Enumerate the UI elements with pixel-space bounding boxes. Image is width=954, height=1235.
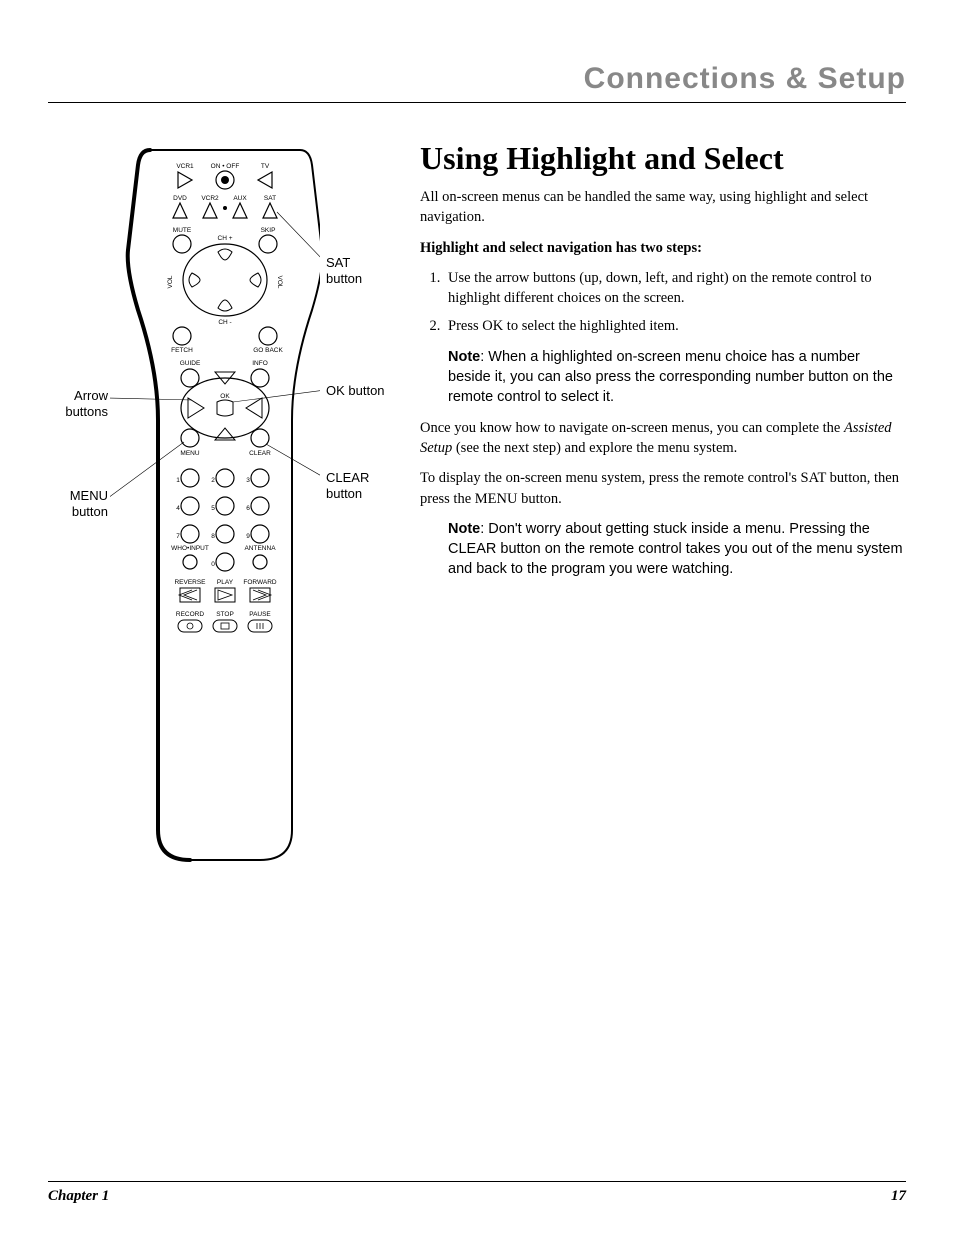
- page-header: Connections & Setup: [48, 62, 906, 103]
- paragraph-assisted: Once you know how to navigate on-screen …: [420, 418, 906, 459]
- remote-diagram-area: SAT button OK button CLEAR button Arrow …: [48, 140, 398, 900]
- remote-svg: VCR1 ON • OFF TV DVD VCR2 AUX SAT MUTE S…: [110, 140, 320, 880]
- svg-text:3: 3: [246, 477, 250, 484]
- svg-text:9: 9: [246, 533, 250, 540]
- callout-clear: CLEAR button: [326, 470, 386, 501]
- callout-menu: MENU button: [48, 488, 108, 519]
- callout-ok: OK button: [326, 383, 386, 399]
- label-info: INFO: [252, 360, 268, 367]
- label-vol-l: VOL: [167, 275, 174, 288]
- paragraph-display: To display the on-screen menu system, pr…: [420, 468, 906, 509]
- note-1-text: : When a highlighted on-screen menu choi…: [448, 349, 893, 406]
- para1a: Once you know how to navigate on-screen …: [420, 420, 844, 436]
- intro-paragraph: All on-screen menus can be handled the s…: [420, 187, 906, 228]
- label-fetch: FETCH: [171, 347, 193, 354]
- note-2-text: : Don't worry about getting stuck inside…: [448, 521, 903, 578]
- footer-chapter: Chapter 1: [48, 1188, 109, 1205]
- label-tv: TV: [261, 163, 270, 170]
- label-menu: MENU: [180, 450, 199, 457]
- step-2: Press OK to select the highlighted item.: [444, 316, 906, 336]
- label-antenna: ANTENNA: [244, 545, 276, 552]
- label-dvd: DVD: [173, 195, 187, 202]
- numpad: 1 2 3 4 5 6 7 8 9: [176, 469, 269, 543]
- label-mute: MUTE: [173, 227, 192, 234]
- label-aux: AUX: [233, 195, 247, 202]
- label-sat: SAT: [264, 195, 276, 202]
- label-vol-r: VOL: [276, 275, 283, 288]
- page-footer: Chapter 1 17: [48, 1181, 906, 1205]
- step-1: Use the arrow buttons (up, down, left, a…: [444, 268, 906, 309]
- callout-sat: SAT button: [326, 255, 386, 286]
- svg-text:6: 6: [246, 505, 250, 512]
- tv-icon: [258, 172, 272, 188]
- callout-clear-text: CLEAR button: [326, 470, 369, 501]
- svg-text:7: 7: [176, 533, 180, 540]
- steps-list: Use the arrow buttons (up, down, left, a…: [420, 268, 906, 337]
- label-whoinput: WHO•INPUT: [171, 545, 209, 552]
- para1b: (see the next step) and explore the menu…: [452, 440, 737, 456]
- svg-text:0: 0: [211, 561, 215, 568]
- label-vcr1: VCR1: [176, 163, 194, 170]
- svg-text:1: 1: [176, 477, 180, 484]
- label-stop: STOP: [216, 611, 234, 618]
- subheading: Highlight and select navigation has two …: [420, 238, 906, 258]
- callout-ok-text: OK button: [326, 383, 385, 398]
- article-heading: Using Highlight and Select: [420, 140, 906, 177]
- label-rev: REVERSE: [174, 579, 206, 586]
- label-pause: PAUSE: [249, 611, 271, 618]
- svg-text:5: 5: [211, 505, 215, 512]
- label-play: PLAY: [217, 579, 234, 586]
- label-vcr2: VCR2: [201, 195, 219, 202]
- note-1: Note: When a highlighted on-screen menu …: [448, 347, 906, 408]
- footer-page: 17: [891, 1188, 906, 1205]
- label-rec: RECORD: [176, 611, 204, 618]
- note-2: Note: Don't worry about getting stuck in…: [448, 519, 906, 580]
- label-ok: OK: [220, 393, 230, 400]
- label-clear: CLEAR: [249, 450, 271, 457]
- label-goback: GO BACK: [253, 347, 283, 354]
- svg-text:4: 4: [176, 505, 180, 512]
- label-guide: GUIDE: [180, 360, 201, 367]
- callout-arrow-text: Arrow buttons: [65, 388, 108, 419]
- svg-text:8: 8: [211, 533, 215, 540]
- callout-arrow: Arrow buttons: [48, 388, 108, 419]
- label-fwd: FORWARD: [243, 579, 277, 586]
- note-2-label: Note: [448, 521, 480, 537]
- label-chminus: CH -: [218, 319, 231, 326]
- label-chplus: CH +: [218, 235, 233, 242]
- label-skip: SKIP: [261, 227, 276, 234]
- callout-sat-text: SAT button: [326, 255, 362, 286]
- label-onoff: ON • OFF: [211, 163, 240, 170]
- callout-menu-text: MENU button: [70, 488, 108, 519]
- vcr1-icon: [178, 172, 192, 188]
- note-1-label: Note: [448, 349, 480, 365]
- svg-text:2: 2: [211, 477, 215, 484]
- article-content: Using Highlight and Select All on-screen…: [420, 140, 906, 590]
